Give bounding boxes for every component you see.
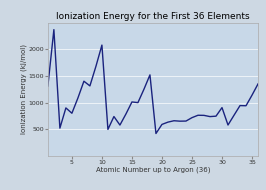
Title: Ionization Energy for the First 36 Elements: Ionization Energy for the First 36 Eleme…: [56, 12, 250, 21]
Y-axis label: Ionization Energy (kJ/mol): Ionization Energy (kJ/mol): [20, 44, 27, 134]
X-axis label: Atomic Number up to Argon (36): Atomic Number up to Argon (36): [96, 166, 210, 173]
